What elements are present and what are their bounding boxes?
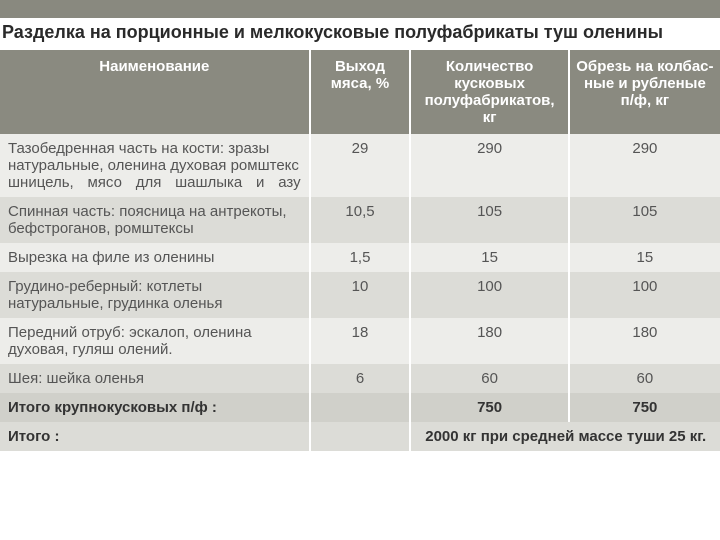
data-table: Наименование Выход мяса, % Количество ку… <box>0 50 720 451</box>
cell-yield: 1,5 <box>310 243 411 272</box>
cell-yield: 29 <box>310 134 411 197</box>
table-row: Спинная часть: поясница на антрекоты, бе… <box>0 197 720 243</box>
cell-name: Вырезка на филе из оленины <box>0 243 310 272</box>
col-header-qty: Количество кусковых полуфабрикатов, кг <box>410 50 568 134</box>
cell-trim: 60 <box>569 364 720 393</box>
table-row: Вырезка на филе из оленины1,51515 <box>0 243 720 272</box>
cell-trim: 180 <box>569 318 720 364</box>
cell-name: Передний отруб: эскалоп, оленина духовая… <box>0 318 310 364</box>
cell-trim: 290 <box>569 134 720 197</box>
grandtotal-label: Итого : <box>0 422 310 451</box>
subtotal-c4: 750 <box>569 393 720 422</box>
cell-name: Грудино-реберный: котлеты натуральные, г… <box>0 272 310 318</box>
header-row: Наименование Выход мяса, % Количество ку… <box>0 50 720 134</box>
cell-trim: 105 <box>569 197 720 243</box>
cell-qty: 105 <box>410 197 568 243</box>
cell-trim: 100 <box>569 272 720 318</box>
grandtotal-note: 2000 кг при средней массе туши 25 кг. <box>410 422 720 451</box>
col-header-trim: Обрезь на колбас-ные и рубленые п/ф, кг <box>569 50 720 134</box>
subtotal-label: Итого крупнокусковых п/ф : <box>0 393 310 422</box>
subtotal-c3: 750 <box>410 393 568 422</box>
grandtotal-blank <box>310 422 411 451</box>
cell-trim: 15 <box>569 243 720 272</box>
col-header-name: Наименование <box>0 50 310 134</box>
col-header-yield: Выход мяса, % <box>310 50 411 134</box>
cell-yield: 10,5 <box>310 197 411 243</box>
cell-qty: 290 <box>410 134 568 197</box>
cell-yield: 18 <box>310 318 411 364</box>
cell-qty: 60 <box>410 364 568 393</box>
subtotal-row: Итого крупнокусковых п/ф : 750750 <box>0 393 720 422</box>
table-row: Тазобедренная часть на кости: зразы нату… <box>0 134 720 197</box>
table-row: Передний отруб: эскалоп, оленина духовая… <box>0 318 720 364</box>
table-row: Грудино-реберный: котлеты натуральные, г… <box>0 272 720 318</box>
grandtotal-row: Итого : 2000 кг при средней массе туши 25… <box>0 422 720 451</box>
subtotal-c2 <box>310 393 411 422</box>
table-row: Шея: шейка оленья66060 <box>0 364 720 393</box>
cell-qty: 15 <box>410 243 568 272</box>
top-bar <box>0 0 720 18</box>
cell-qty: 100 <box>410 272 568 318</box>
cell-name: Шея: шейка оленья <box>0 364 310 393</box>
cell-name: Спинная часть: поясница на антрекоты, бе… <box>0 197 310 243</box>
cell-qty: 180 <box>410 318 568 364</box>
page-title: Разделка на порционные и мелкокусковые п… <box>0 18 720 50</box>
table-body: Тазобедренная часть на кости: зразы нату… <box>0 134 720 451</box>
cell-yield: 6 <box>310 364 411 393</box>
cell-name: Тазобедренная часть на кости: зразы нату… <box>0 134 310 197</box>
cell-yield: 10 <box>310 272 411 318</box>
